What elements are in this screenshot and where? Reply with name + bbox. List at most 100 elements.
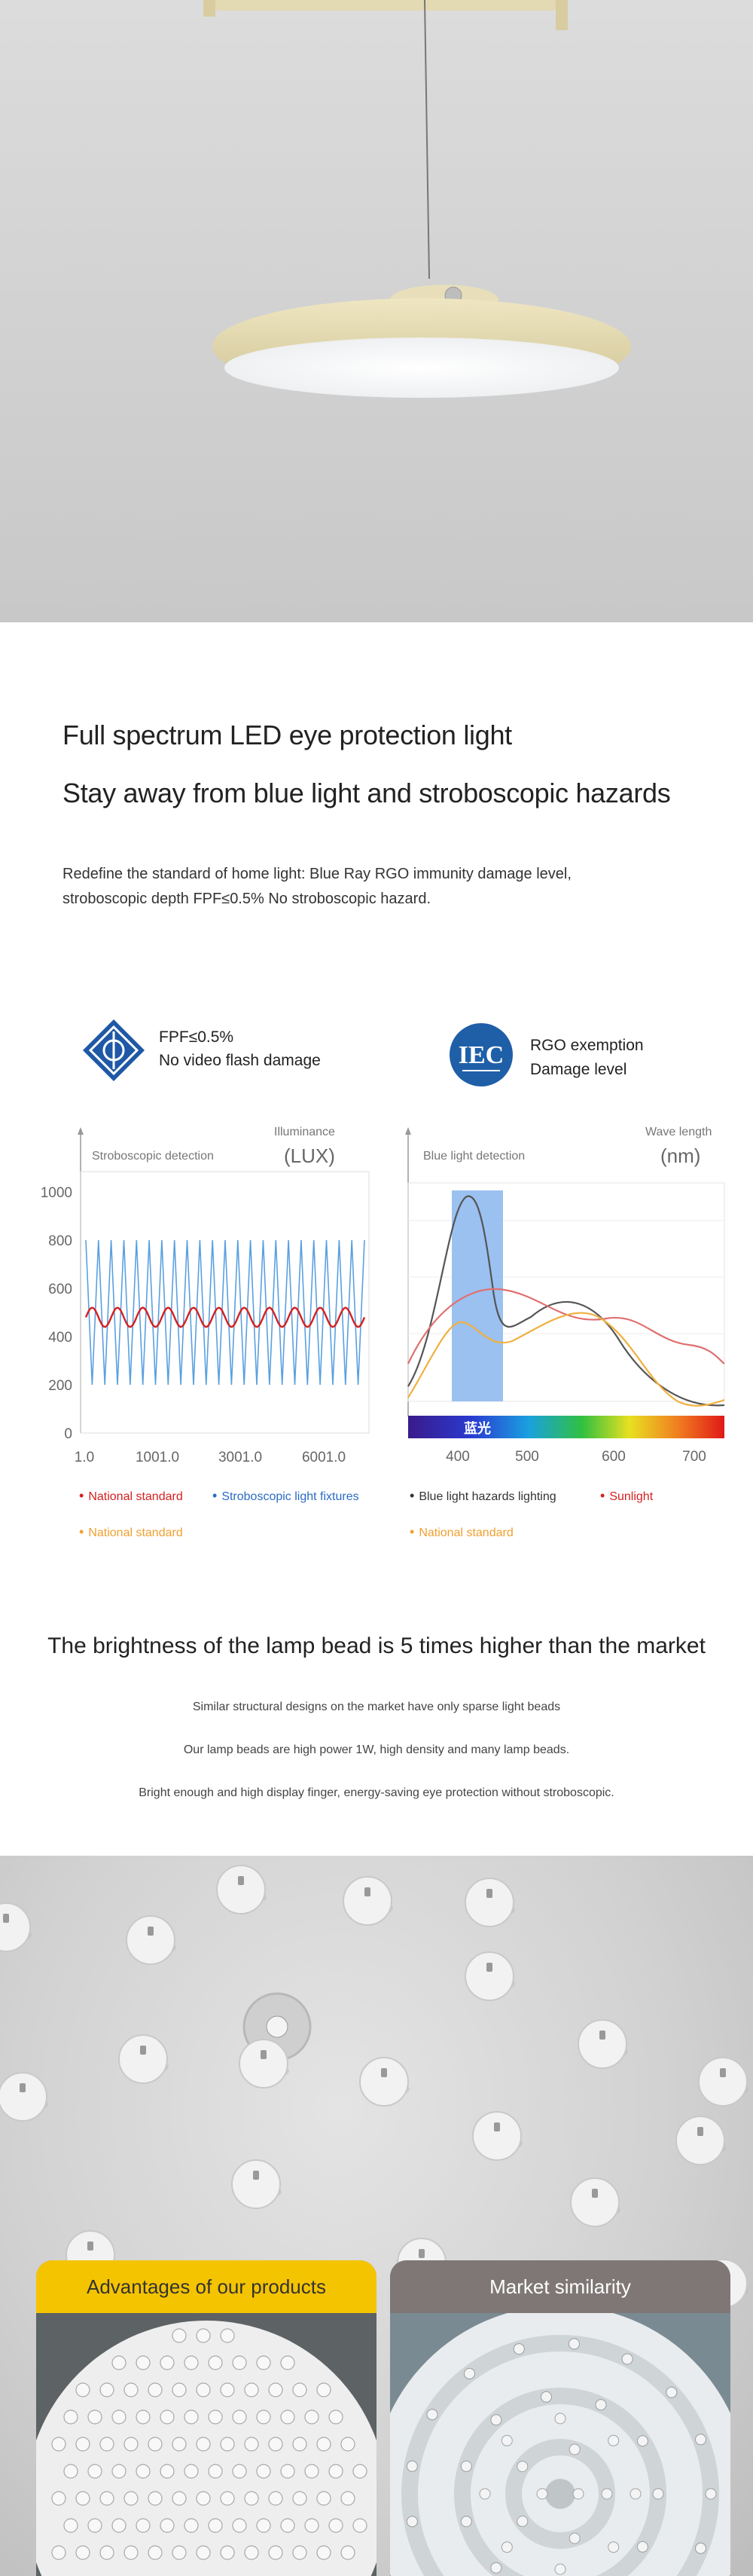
dense-led-bead bbox=[244, 2545, 259, 2560]
led-bead bbox=[465, 1951, 514, 2001]
dense-led-bead bbox=[75, 2491, 90, 2506]
dense-led-bead bbox=[328, 2409, 343, 2425]
chart1-yunit: (LUX) bbox=[284, 1144, 335, 1167]
dense-led-bead bbox=[63, 2409, 78, 2425]
sparse-led-bead bbox=[554, 2563, 566, 2575]
sparse-led-bead bbox=[652, 2488, 664, 2500]
dense-led-bead bbox=[352, 2518, 367, 2533]
dense-led-bead bbox=[340, 2491, 355, 2506]
led-bead-chip bbox=[148, 1927, 154, 1936]
dense-led-bead bbox=[87, 2518, 102, 2533]
brightness-line-3: Bright enough and high display finger, e… bbox=[139, 1786, 614, 1799]
led-bead bbox=[675, 2116, 725, 2165]
sparse-led-bead bbox=[517, 2515, 529, 2527]
blue-light-band bbox=[452, 1190, 503, 1401]
dense-led-bead bbox=[316, 2382, 331, 2397]
dense-led-bead bbox=[244, 2382, 259, 2397]
dense-led-bead bbox=[111, 2409, 127, 2425]
dense-led-bead bbox=[280, 2464, 295, 2479]
dense-led-bead bbox=[232, 2409, 247, 2425]
dense-led-bead bbox=[87, 2409, 102, 2425]
our-products-label: Advantages of our products bbox=[36, 2260, 376, 2313]
dense-led-bead bbox=[304, 2518, 319, 2533]
dense-led-bead bbox=[280, 2518, 295, 2533]
led-bead bbox=[0, 2072, 47, 2122]
sparse-bead-plate-image bbox=[390, 2306, 730, 2576]
led-bead-chip bbox=[486, 1889, 492, 1898]
dense-led-bead bbox=[63, 2518, 78, 2533]
dense-led-bead bbox=[184, 2464, 199, 2479]
market-similarity-label: Market similarity bbox=[390, 2260, 730, 2313]
led-bead bbox=[118, 2034, 168, 2084]
dense-led-bead bbox=[256, 2464, 271, 2479]
dense-led-bead bbox=[304, 2464, 319, 2479]
led-bead bbox=[343, 1876, 392, 1926]
iec-logo-text: IEC bbox=[459, 1041, 504, 1069]
sparse-led-bead bbox=[513, 2343, 525, 2355]
dense-led-bead bbox=[208, 2355, 223, 2370]
chart1-x-tick: 3001.0 bbox=[218, 1450, 262, 1465]
national-standard-blue-series-line bbox=[407, 1312, 725, 1407]
sparse-led-bead bbox=[630, 2488, 642, 2500]
sparse-led-bead bbox=[608, 2541, 620, 2553]
dense-led-bead bbox=[268, 2491, 283, 2506]
chart1-x-tick: 1001.0 bbox=[136, 1450, 179, 1465]
dense-led-bead bbox=[123, 2545, 139, 2560]
sparse-led-bead bbox=[536, 2488, 548, 2500]
sparse-led-bead bbox=[636, 2541, 648, 2553]
dense-led-bead bbox=[256, 2409, 271, 2425]
led-bead bbox=[359, 2057, 409, 2107]
led-bead bbox=[0, 1902, 31, 1952]
sparse-led-bead bbox=[406, 2460, 418, 2472]
led-bead-chip bbox=[419, 2249, 425, 2258]
dense-led-bead bbox=[220, 2545, 235, 2560]
dense-led-bead bbox=[99, 2545, 114, 2560]
led-bead bbox=[216, 1865, 266, 1914]
chart2-x-tick: 600 bbox=[602, 1449, 626, 1465]
national-standard-series-line bbox=[84, 1306, 366, 1328]
fpf-diamond-icon bbox=[81, 1018, 146, 1083]
dense-led-bead bbox=[75, 2382, 90, 2397]
dense-led-bead bbox=[292, 2382, 307, 2397]
chart1-legend-3: • National standard bbox=[79, 1524, 183, 1539]
dense-led-bead bbox=[316, 2491, 331, 2506]
pendant-lamp-illustration bbox=[0, 0, 753, 622]
dense-led-bead bbox=[220, 2382, 235, 2397]
blue-light-chart: Blue light detection Wave length (nm) 蓝光… bbox=[405, 1126, 725, 1465]
sparse-led-bead bbox=[695, 2542, 706, 2554]
dense-led-bead bbox=[51, 2545, 66, 2560]
dense-bead-plate-image bbox=[36, 2313, 376, 2576]
led-bead bbox=[698, 2057, 748, 2107]
sparse-led-bead bbox=[569, 2338, 580, 2350]
dense-led-bead bbox=[63, 2464, 78, 2479]
dense-led-bead bbox=[87, 2464, 102, 2479]
dense-led-bead bbox=[340, 2437, 355, 2452]
led-bead-chip bbox=[140, 2046, 146, 2055]
led-bead bbox=[239, 2039, 288, 2089]
chart2-legend-3: • National standard bbox=[410, 1524, 514, 1539]
brightness-line-2: Our lamp beads are high power 1W, high d… bbox=[183, 1743, 570, 1756]
sparse-led-bead bbox=[501, 2434, 513, 2446]
dense-led-bead bbox=[328, 2464, 343, 2479]
chart1-y-tick: 1000 bbox=[41, 1185, 72, 1201]
sparse-led-bead bbox=[541, 2391, 552, 2403]
strobe-series-line bbox=[85, 1239, 365, 1386]
stroboscopic-chart: Stroboscopic detection Illuminance (LUX)… bbox=[41, 1126, 370, 1465]
led-bead-chip bbox=[599, 2031, 605, 2040]
intro-description-2: stroboscopic depth FPF≤0.5% No strobosco… bbox=[62, 891, 431, 907]
dense-led-bead bbox=[136, 2518, 151, 2533]
dense-led-bead bbox=[208, 2409, 223, 2425]
chart1-y-tick: 200 bbox=[48, 1378, 72, 1394]
sparse-led-bead bbox=[460, 2460, 472, 2472]
led-bead bbox=[231, 2159, 281, 2209]
led-bead-chip bbox=[261, 2050, 267, 2059]
chart1-y-tick: 0 bbox=[64, 1426, 72, 1442]
dense-led-bead bbox=[136, 2409, 151, 2425]
dense-led-bead bbox=[172, 2545, 187, 2560]
led-bead-chip bbox=[364, 1887, 370, 1896]
dense-led-bead bbox=[123, 2437, 139, 2452]
sparse-led-bead bbox=[406, 2516, 418, 2528]
dense-led-bead bbox=[304, 2409, 319, 2425]
led-bead-chip bbox=[381, 2068, 387, 2077]
sparse-led-bead bbox=[608, 2434, 620, 2446]
